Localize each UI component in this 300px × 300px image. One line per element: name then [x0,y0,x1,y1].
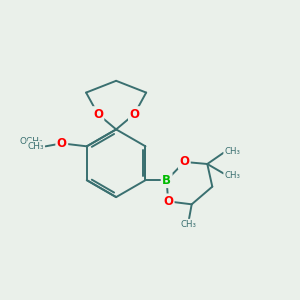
Text: CH₃: CH₃ [28,142,44,151]
Text: CH₃: CH₃ [181,220,197,229]
Text: O: O [93,108,103,121]
Text: CH₃: CH₃ [224,146,240,155]
Text: CH₃: CH₃ [224,171,240,180]
Text: O: O [129,108,140,121]
Text: OCH₃: OCH₃ [20,137,44,146]
Text: O: O [57,137,67,150]
Text: O: O [163,195,173,208]
Text: O: O [179,155,189,168]
Text: B: B [162,174,171,187]
